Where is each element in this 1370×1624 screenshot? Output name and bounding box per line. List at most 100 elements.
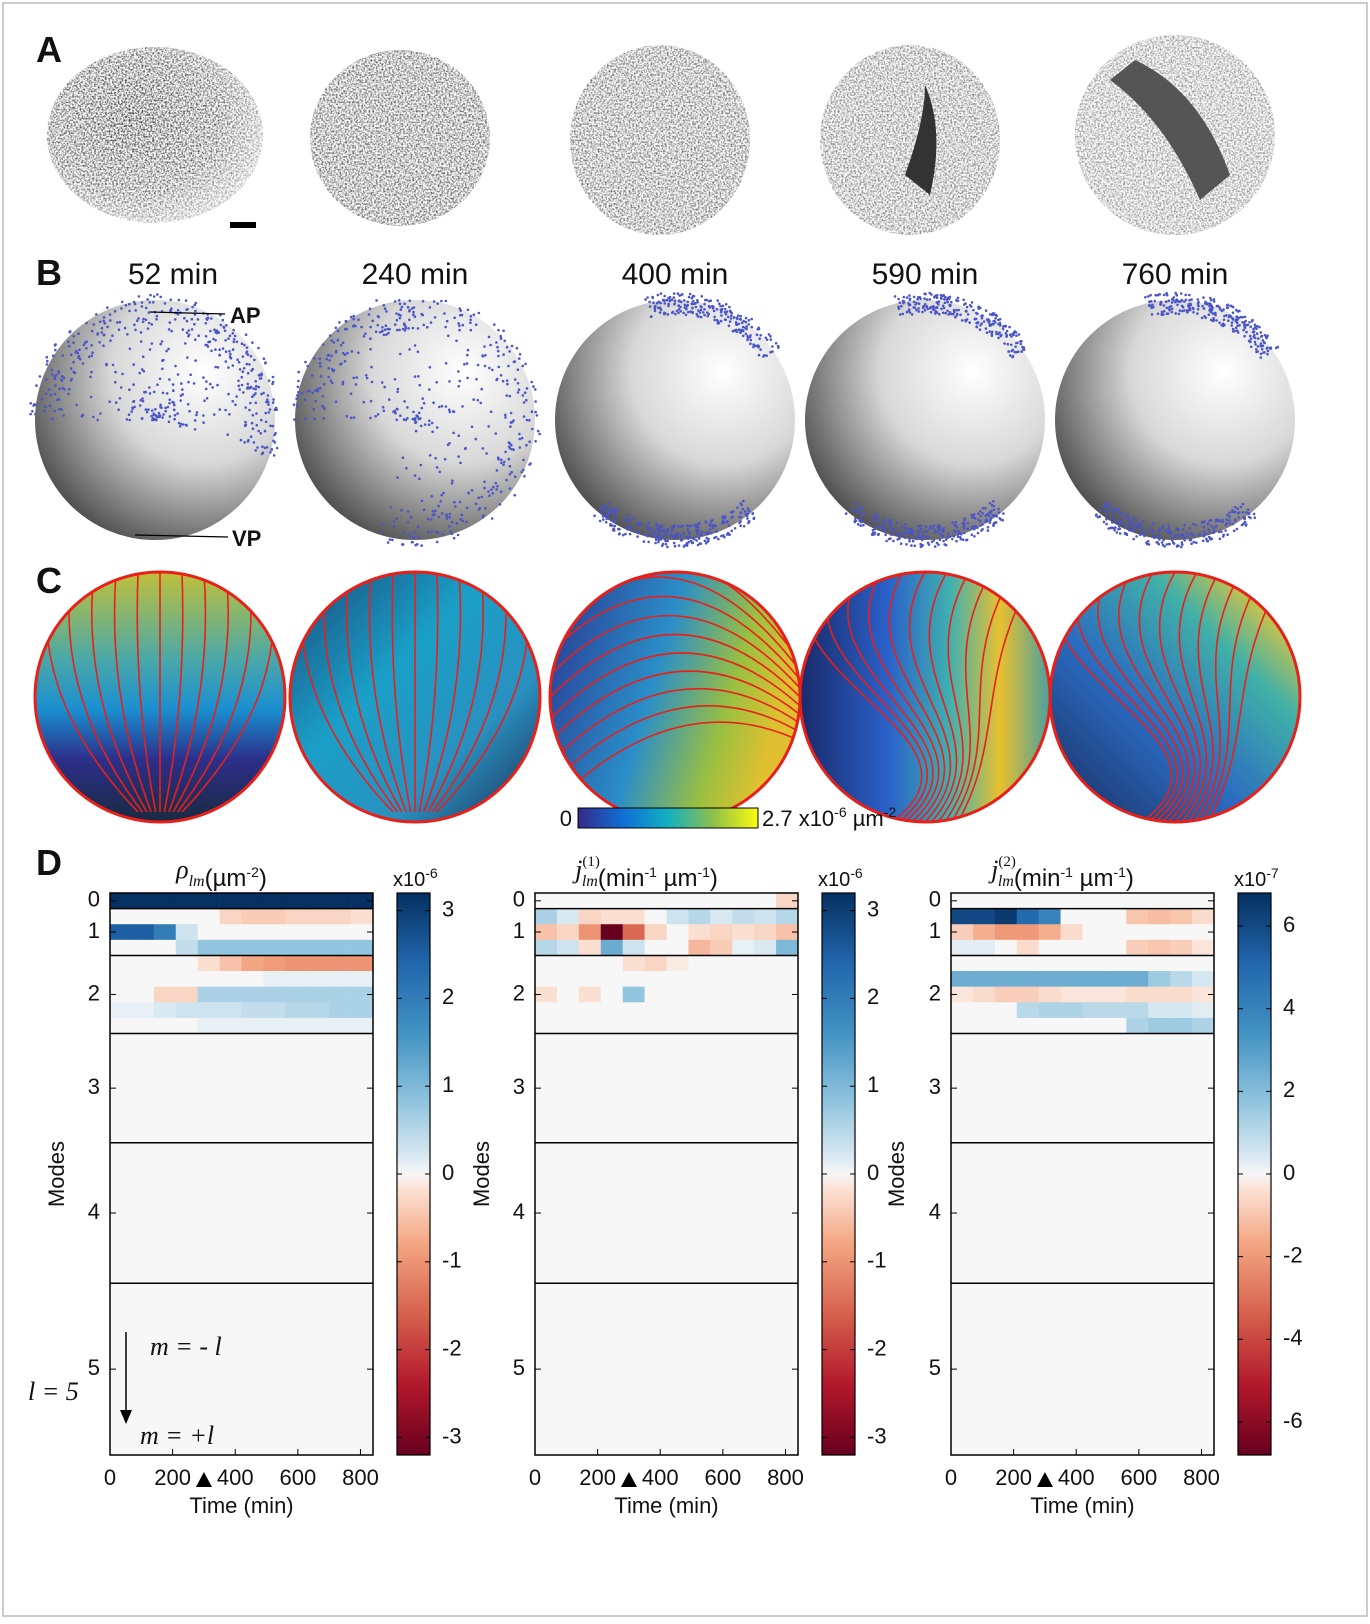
cell-dot: [736, 506, 739, 510]
cell-dot: [240, 375, 243, 379]
cell-dot: [186, 307, 189, 311]
time-label: 590 min: [872, 258, 979, 291]
cell-dot: [214, 339, 217, 342]
cell-dot: [659, 292, 663, 295]
cell-dot: [1259, 331, 1263, 334]
cell-dot: [1228, 522, 1232, 525]
cell-dot: [679, 309, 682, 313]
cell-dot: [689, 310, 693, 313]
cell-dot: [295, 397, 298, 401]
cell-dot: [1241, 511, 1245, 514]
heatmap-cell: [535, 939, 558, 956]
cell-dot: [169, 298, 173, 302]
cell-dot: [412, 310, 415, 314]
heatmap-cell: [1016, 955, 1039, 972]
heatmap-cell: [131, 924, 155, 941]
cell-dot: [1147, 295, 1150, 298]
cell-dot: [148, 301, 152, 304]
cell-dot: [45, 378, 48, 381]
cell-dot: [1114, 526, 1117, 529]
cell-dot: [1198, 532, 1201, 536]
heatmap-cell: [285, 971, 308, 987]
cell-dot: [343, 359, 347, 363]
cell-dot: [670, 528, 674, 532]
cell-dot: [322, 406, 325, 409]
cell-dot: [743, 510, 747, 513]
cell-dot: [946, 309, 949, 313]
heatmap-cell: [153, 924, 177, 941]
cell-dot: [306, 390, 309, 393]
cell-dot: [250, 421, 254, 425]
heatmap-cell: [263, 986, 286, 1003]
cell-dot: [388, 538, 392, 541]
heatmap-cell: [241, 924, 264, 941]
streamline: [1097, 572, 1184, 822]
cell-dot: [530, 427, 534, 431]
cell-dot: [912, 532, 915, 536]
cell-dot: [418, 383, 422, 387]
cell-dot: [134, 328, 137, 332]
cell-dot: [1157, 542, 1160, 546]
cell-dot: [1252, 512, 1256, 516]
cell-dot: [341, 380, 345, 384]
cell-dot: [310, 374, 314, 377]
time-label: 52 min: [128, 258, 218, 291]
heatmap-cell: [197, 986, 220, 1003]
colorbar-tick-label: 1: [442, 1072, 454, 1097]
cell-dot: [409, 516, 413, 519]
cell-dot: [991, 514, 995, 517]
title-unit: µm: [657, 865, 698, 892]
cell-dot: [385, 310, 388, 313]
cell-dot: [938, 313, 941, 316]
cell-dot: [308, 389, 311, 393]
cell-dot: [152, 301, 155, 304]
colorbar-tick-label: -3: [867, 1423, 887, 1448]
cell-dot: [221, 318, 225, 322]
cell-dot: [1188, 293, 1191, 297]
cell-dot: [981, 507, 985, 510]
x-tick-label: 600: [279, 1465, 316, 1490]
y-tick-label: 4: [88, 1199, 100, 1224]
cell-dot: [133, 302, 137, 306]
cell-dot: [388, 327, 391, 331]
cell-dot: [1176, 299, 1180, 303]
cell-dot: [185, 319, 189, 323]
cell-dot: [399, 414, 402, 418]
cell-dot: [437, 515, 441, 519]
heatmap-cell: [754, 986, 777, 1003]
heatmap-cell: [1126, 939, 1149, 956]
cell-dot: [931, 526, 934, 530]
heatmap-cell: [131, 908, 155, 925]
cell-dot: [622, 533, 625, 537]
cell-dot: [522, 458, 525, 462]
cell-dot: [659, 538, 663, 541]
heatmap-cell: [329, 924, 352, 941]
cell-dot: [960, 319, 964, 322]
heatmap-cell: [666, 924, 689, 941]
cell-dot: [499, 334, 503, 338]
cell-dot: [506, 382, 509, 386]
cell-dot: [1008, 354, 1012, 357]
cell-dot: [653, 309, 657, 313]
cell-dot: [121, 372, 124, 376]
cell-dot: [932, 306, 935, 309]
pole-label: AP: [230, 303, 261, 328]
cell-dot: [721, 521, 724, 525]
cell-dot: [246, 382, 250, 386]
heatmap-cell: [110, 908, 133, 925]
cell-dot: [168, 321, 172, 324]
heatmap-cell: [1170, 893, 1193, 909]
colorbar-tick-label: 0: [442, 1160, 454, 1185]
cell-dot: [995, 330, 998, 334]
cell-dot: [40, 397, 44, 401]
cell-dot: [132, 383, 135, 386]
cell-dot: [76, 351, 80, 355]
heatmap-cell: [219, 971, 242, 987]
cell-dot: [152, 390, 156, 394]
heatmap-cell: [951, 939, 974, 956]
cell-dot: [257, 385, 261, 389]
cell-dot: [1004, 325, 1007, 328]
cell-dot: [687, 295, 691, 299]
heatmap-cell: [1060, 986, 1083, 1003]
cell-dot: [1136, 526, 1139, 529]
